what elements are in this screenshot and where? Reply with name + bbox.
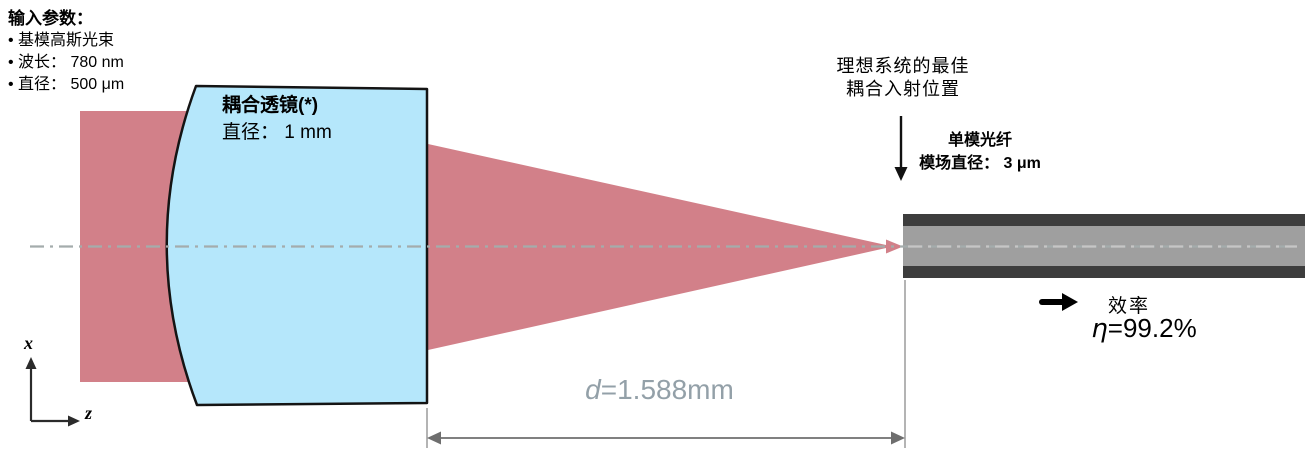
lens-diameter: 直径： 1 mm — [222, 122, 332, 143]
beam-focus-arrow-icon — [886, 239, 903, 254]
x-axis-label: x — [24, 333, 33, 353]
input-parameter-item: • 基模高斯光束 — [8, 32, 115, 49]
dimension-arrow — [427, 431, 905, 445]
coordinate-axes — [25, 357, 80, 427]
fiber-label: 单模光纤 模场直径： 3 μm — [880, 129, 1080, 175]
input-parameters-title: 输入参数： — [8, 9, 93, 28]
ideal-position-note: 理想系统的最佳 耦合入射位置 — [783, 55, 1023, 101]
z-axis-label: z — [85, 403, 93, 423]
z-axis-arrow-icon — [68, 415, 80, 427]
eta-symbol: η — [1091, 314, 1108, 344]
input-parameter-item: • 直径： 500 μm — [8, 76, 125, 93]
ideal-position-line2: 耦合入射位置 — [846, 79, 960, 99]
distance-symbol: d — [585, 374, 601, 405]
efficiency-label: 效率 — [1108, 296, 1151, 317]
distance-number: =1.588mm — [600, 374, 734, 405]
fiber-cladding-bottom — [903, 266, 1305, 278]
fiber-label-line1: 单模光纤 — [947, 132, 1012, 149]
input-parameters-block: 输入参数： • 基模高斯光束 • 波长： 780 nm • 直径： 500 μm — [8, 8, 124, 96]
position-down-arrow-icon — [894, 116, 908, 181]
x-axis-arrow-icon — [25, 357, 37, 369]
efficiency-number: =99.2% — [1107, 313, 1197, 343]
lens-name: 耦合透镜(*) — [222, 95, 319, 116]
fiber-label-line2: 模场直径： 3 μm — [919, 155, 1041, 172]
lens-label: 耦合透镜(*) 直径： 1 mm — [222, 92, 332, 146]
distance-dimension-text: d=1.588mm — [577, 374, 742, 406]
efficiency-value: η=99.2% — [1088, 313, 1200, 344]
efficiency-arrow-icon — [1039, 293, 1078, 311]
fiber-cladding-top — [903, 214, 1305, 226]
ideal-position-line1: 理想系统的最佳 — [836, 56, 970, 76]
input-parameter-item: • 波长： 780 nm — [8, 54, 124, 71]
